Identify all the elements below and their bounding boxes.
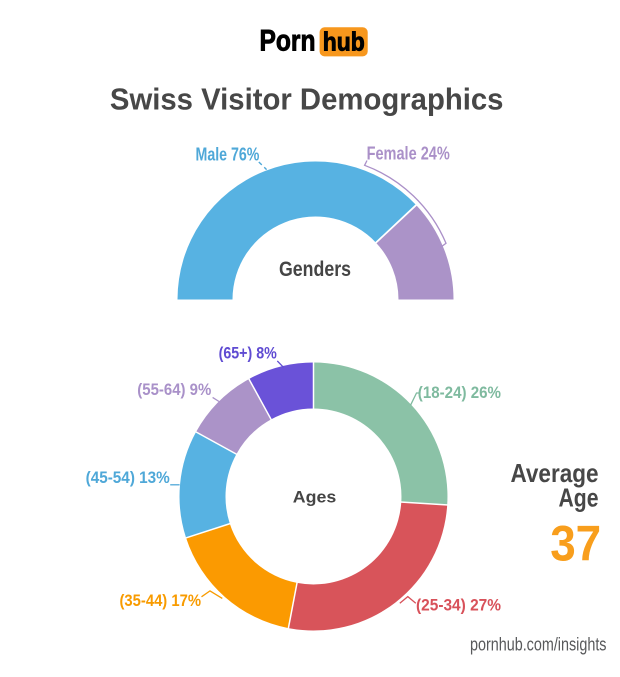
svg-text:Genders: Genders: [279, 257, 351, 281]
svg-text:(55-64) 9%: (55-64) 9%: [137, 381, 211, 399]
svg-text:37: 37: [550, 516, 601, 572]
svg-text:Female 24%: Female 24%: [367, 143, 450, 163]
svg-text:pornhub.com/insights: pornhub.com/insights: [470, 635, 607, 655]
svg-text:(25-34) 27%: (25-34) 27%: [416, 597, 501, 615]
svg-text:(35-44) 17%: (35-44) 17%: [120, 592, 202, 610]
svg-text:Average: Average: [511, 458, 599, 488]
svg-text:Age: Age: [559, 482, 599, 512]
svg-text:Swiss Visitor Demographics: Swiss Visitor Demographics: [110, 81, 504, 116]
svg-text:(65+) 8%: (65+) 8%: [219, 345, 277, 363]
svg-text:Porn: Porn: [260, 24, 316, 57]
svg-text:Ages: Ages: [293, 487, 337, 506]
svg-text:hub: hub: [323, 26, 365, 56]
svg-text:(45-54) 13%: (45-54) 13%: [86, 469, 170, 487]
svg-text:Male 76%: Male 76%: [196, 144, 260, 164]
svg-text:(18-24) 26%: (18-24) 26%: [418, 384, 501, 402]
